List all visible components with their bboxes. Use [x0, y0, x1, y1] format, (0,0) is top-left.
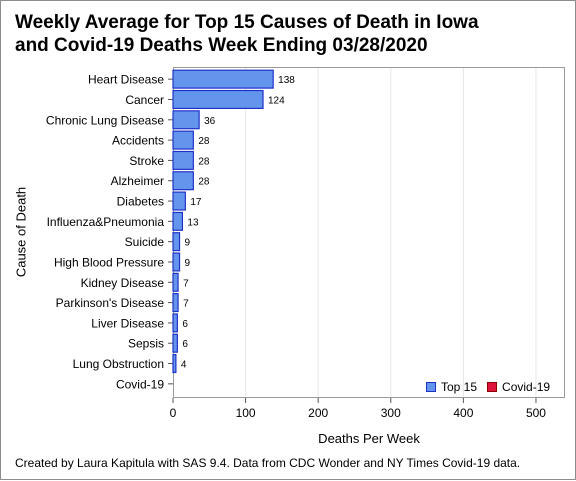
- bar-top15: [172, 130, 194, 150]
- title-line-2: and Covid-19 Deaths Week Ending 03/28/20…: [15, 35, 428, 56]
- bar-top15: [172, 171, 194, 191]
- bar-top15: [172, 89, 264, 110]
- data-label: 13: [187, 217, 199, 228]
- x-tick-label: 400: [453, 406, 473, 420]
- y-tick-label: High Blood Pressure: [54, 255, 164, 269]
- x-tick-label: 500: [526, 406, 546, 420]
- data-label: 6: [182, 339, 188, 350]
- y-tick-label: Covid-19: [116, 377, 164, 391]
- legend-label-top15: Top 15: [441, 380, 478, 394]
- legend-swatch-covid: [487, 382, 498, 392]
- data-label: 9: [185, 258, 191, 269]
- y-tick-label: Kidney Disease: [81, 276, 165, 290]
- data-label: 28: [198, 156, 210, 167]
- data-label: 7: [183, 278, 189, 289]
- y-tick-label: Alzheimer: [111, 174, 164, 188]
- data-label: 28: [198, 136, 210, 147]
- bar-top15: [172, 191, 186, 211]
- footnote: Created by Laura Kapitula with SAS 9.4. …: [15, 456, 521, 470]
- y-tick-label: Suicide: [125, 235, 165, 249]
- data-label: 9: [185, 238, 191, 249]
- bar-top15: [172, 69, 274, 89]
- legend: Top 15 Covid-19: [426, 380, 560, 394]
- legend-item-covid: Covid-19: [487, 380, 550, 394]
- legend-label-covid: Covid-19: [502, 380, 551, 394]
- y-tick-label: Parkinson's Disease: [56, 296, 165, 310]
- bar-top15: [172, 252, 181, 272]
- bar-top15: [172, 313, 178, 333]
- x-tick-label: 300: [381, 406, 401, 420]
- bar-top15: [172, 110, 200, 130]
- x-tick-label: 100: [236, 406, 256, 420]
- legend-swatch-top15: [426, 382, 436, 392]
- bar-top15: [172, 150, 194, 170]
- bar-top15: [172, 272, 179, 292]
- title-line-1: Weekly Average for Top 15 Causes of Deat…: [15, 12, 479, 33]
- y-tick-label: Stroke: [129, 154, 164, 168]
- y-tick-label: Sepsis: [128, 337, 164, 351]
- x-axis-label: Deaths Per Week: [318, 431, 420, 446]
- bar-top15: [172, 232, 181, 252]
- x-tick-label: 200: [308, 406, 328, 420]
- data-label: 4: [181, 360, 187, 371]
- chart-title: Weekly Average for Top 15 Causes of Deat…: [15, 11, 555, 57]
- y-tick-label: Accidents: [112, 134, 164, 148]
- y-tick-label: Liver Disease: [91, 316, 164, 330]
- legend-item-top15: Top 15: [426, 380, 477, 394]
- data-label: 6: [182, 319, 188, 330]
- data-label: 17: [190, 197, 202, 208]
- plot-area: [173, 67, 565, 398]
- x-tick-label: 0: [170, 406, 177, 420]
- data-label: 124: [268, 95, 285, 106]
- y-tick-label: Diabetes: [117, 195, 164, 209]
- data-label: 36: [204, 116, 216, 127]
- bar-top15: [172, 353, 177, 374]
- y-axis-label: Cause of Death: [13, 186, 29, 278]
- bar-top15: [172, 293, 179, 313]
- y-tick-label: Lung Obstruction: [73, 357, 164, 371]
- data-label: 28: [198, 177, 210, 188]
- data-label: 138: [278, 75, 295, 86]
- bar-top15: [172, 211, 184, 231]
- y-tick-label: Influenza&Pneumonia: [47, 215, 165, 229]
- y-tick-label: Heart Disease: [88, 73, 164, 87]
- y-tick-label: Chronic Lung Disease: [46, 113, 164, 127]
- data-label: 7: [183, 299, 189, 310]
- y-tick-label: Cancer: [125, 93, 164, 107]
- bar-top15: [172, 333, 178, 353]
